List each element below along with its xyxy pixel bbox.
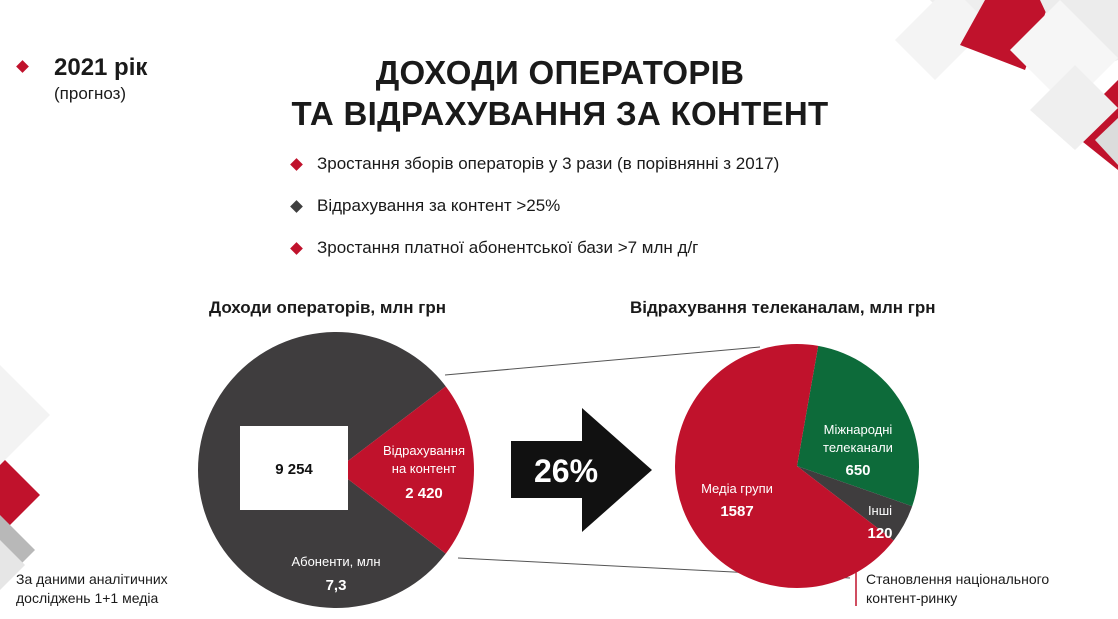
slice-label: Медіа групи <box>701 481 773 496</box>
connector-line-top <box>444 346 761 376</box>
slice-value-label: 1587 <box>720 503 753 520</box>
subscribers-label: Абоненти, млн <box>291 554 380 569</box>
slice-value-label: 9 254 <box>275 461 313 478</box>
source-note-line: досліджень 1+1 медіа <box>16 590 159 606</box>
slice-label: Відрахування <box>383 443 465 458</box>
subscribers-value: 7,3 <box>326 577 347 594</box>
chart-title-channels: Відрахування телеканалам, млн грн <box>630 298 936 317</box>
slice-label: Інші <box>868 503 892 518</box>
pie-slice <box>797 345 920 507</box>
slice-value-label: 2 420 <box>405 485 443 502</box>
slice-label: телеканали <box>823 440 893 455</box>
bullet-text: Зростання зборів операторів у 3 рази (в … <box>317 154 780 173</box>
market-note: Становлення національного контент-ринку <box>866 570 1049 608</box>
pie-slice <box>336 386 474 554</box>
title-line-2: ТА ВІДРАХУВАННЯ ЗА КОНТЕНТ <box>291 95 829 132</box>
page-title: ДОХОДИ ОПЕРАТОРІВ ТА ВІДРАХУВАННЯ ЗА КОН… <box>250 52 870 134</box>
chart-title-operators: Доходи операторів, млн грн <box>209 298 446 317</box>
market-note-line: Становлення національного <box>866 571 1050 587</box>
slice-value-label: 650 <box>845 462 870 479</box>
pie-slice <box>797 466 913 541</box>
market-note-line: контент-ринку <box>866 590 958 606</box>
year-label: 2021 рік <box>54 54 148 81</box>
total-value-box <box>240 426 348 510</box>
pie-channels <box>674 343 920 588</box>
bullet-text: Зростання платної абонентської бази >7 м… <box>317 238 699 257</box>
slice-value-label: 120 <box>867 525 892 542</box>
slice-label: Міжнародні <box>824 422 893 437</box>
source-note-line: За даними аналітичних <box>16 571 168 587</box>
bullet-text: Відрахування за контент >25% <box>317 196 561 215</box>
year-note: (прогноз) <box>54 84 127 103</box>
title-line-1: ДОХОДИ ОПЕРАТОРІВ <box>375 54 745 91</box>
pie-slice <box>674 343 894 588</box>
slice-label: на контент <box>392 461 456 476</box>
arrow-percentage-label: 26% <box>534 453 598 489</box>
arrow-right-icon <box>511 408 652 532</box>
source-note: За даними аналітичних досліджень 1+1 мед… <box>16 570 168 608</box>
